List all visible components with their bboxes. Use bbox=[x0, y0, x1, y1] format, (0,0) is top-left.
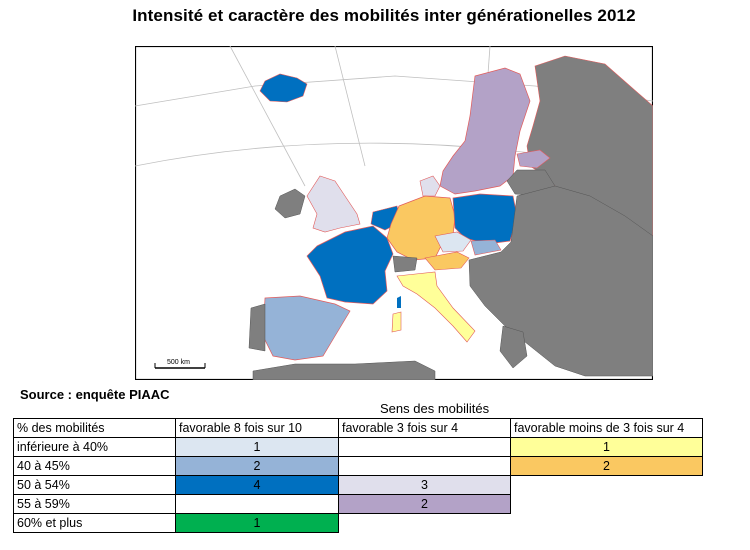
corsica bbox=[397, 296, 401, 308]
legend-cell: 2 bbox=[510, 456, 703, 476]
map-title: Intensité et caractère des mobilités int… bbox=[132, 6, 636, 25]
slovakia bbox=[470, 239, 502, 256]
legend-cell bbox=[338, 456, 511, 476]
legend-cell: 1 bbox=[175, 513, 339, 533]
scale-bar: 500 km bbox=[154, 359, 206, 369]
legend-table: % des mobilités favorable 8 fois sur 10 … bbox=[13, 418, 703, 533]
scale-label: 500 km bbox=[167, 359, 190, 366]
greece bbox=[499, 325, 528, 369]
portugal bbox=[248, 303, 266, 352]
legend-header: favorable moins de 3 fois sur 4 bbox=[510, 418, 703, 438]
iceland bbox=[259, 73, 308, 103]
legend-caption: Sens des mobilités bbox=[380, 401, 490, 416]
poland bbox=[452, 193, 518, 245]
estonia bbox=[516, 149, 551, 169]
legend-cell: 3 bbox=[338, 475, 511, 495]
legend-row-label: 50 à 54% bbox=[13, 475, 176, 495]
legend-cell bbox=[511, 476, 703, 495]
legend-row: 40 à 45% 2 2 bbox=[13, 456, 703, 476]
legend-cell bbox=[511, 514, 703, 533]
legend-cell: 1 bbox=[175, 437, 339, 457]
legend-header: % des mobilités bbox=[13, 418, 176, 438]
legend-cell bbox=[175, 494, 339, 514]
legend-cell: 1 bbox=[510, 437, 703, 457]
legend-row: inférieure à 40% 1 1 bbox=[13, 437, 703, 457]
legend-header: favorable 3 fois sur 4 bbox=[338, 418, 511, 438]
denmark bbox=[419, 175, 441, 197]
norway-sweden bbox=[439, 67, 531, 195]
europe-map: 500 km bbox=[135, 46, 653, 380]
legend-row-label: inférieure à 40% bbox=[13, 437, 176, 457]
legend-cell: 2 bbox=[175, 456, 339, 476]
germany bbox=[386, 195, 456, 261]
legend-row: 55 à 59% 2 bbox=[13, 494, 703, 514]
legend-cell: 4 bbox=[175, 475, 339, 495]
east-europe bbox=[468, 185, 653, 377]
france bbox=[306, 225, 394, 305]
legend-header: favorable 8 fois sur 10 bbox=[175, 418, 339, 438]
czech-republic bbox=[434, 231, 472, 253]
austria bbox=[424, 251, 470, 271]
legend-header-row: % des mobilités favorable 8 fois sur 10 … bbox=[13, 418, 703, 438]
legend-row-label: 60% et plus bbox=[13, 513, 176, 533]
united-kingdom bbox=[306, 175, 361, 233]
legend-row: 60% et plus 1 bbox=[13, 513, 703, 533]
italy bbox=[396, 271, 476, 343]
legend-cell bbox=[339, 514, 511, 533]
ireland bbox=[274, 188, 306, 219]
source-label: Source : enquête PIAAC bbox=[20, 387, 170, 402]
spain bbox=[262, 295, 351, 361]
north-africa bbox=[252, 360, 436, 380]
legend-row-label: 40 à 45% bbox=[13, 456, 176, 476]
legend-cell bbox=[511, 495, 703, 514]
legend-row-label: 55 à 59% bbox=[13, 494, 176, 514]
switzerland bbox=[392, 255, 418, 273]
sardinia bbox=[391, 311, 402, 333]
legend-cell: 2 bbox=[338, 494, 511, 514]
legend-cell bbox=[338, 437, 511, 457]
legend-row: 50 à 54% 4 3 bbox=[13, 475, 703, 495]
